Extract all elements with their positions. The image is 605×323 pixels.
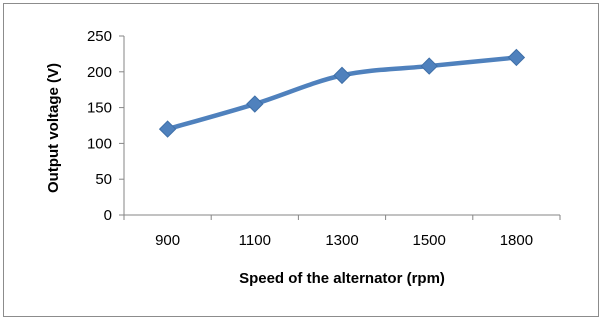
y-tick-label: 100 bbox=[87, 135, 112, 152]
data-point-marker bbox=[420, 57, 438, 75]
x-tick-label: 1300 bbox=[325, 232, 358, 249]
series-layer bbox=[158, 48, 526, 138]
chart-frame bbox=[3, 3, 599, 317]
x-tick-label: 1800 bbox=[500, 232, 533, 249]
x-axis-ticks: 900 1100 1300 1500 1800 bbox=[123, 215, 561, 249]
data-point-marker bbox=[333, 66, 351, 85]
y-axis-title: Output voltage (V) bbox=[45, 63, 62, 193]
data-point-marker bbox=[507, 48, 526, 67]
y-axis-ticks: 0 50 100 150 200 250 bbox=[87, 28, 124, 224]
x-axis-title: Speed of the alternator (rpm) bbox=[239, 270, 445, 287]
y-tick-label: 150 bbox=[87, 100, 112, 117]
y-tick-label: 200 bbox=[87, 64, 112, 81]
y-tick-label: 250 bbox=[87, 28, 112, 45]
axes bbox=[123, 36, 560, 216]
data-point-marker bbox=[158, 120, 177, 138]
y-tick-label: 0 bbox=[104, 207, 112, 224]
x-tick-label: 900 bbox=[155, 232, 180, 249]
x-tick-label: 1100 bbox=[239, 232, 271, 249]
data-point-marker bbox=[246, 95, 264, 113]
y-tick-label: 50 bbox=[95, 171, 112, 188]
x-tick-label: 1500 bbox=[413, 232, 446, 249]
